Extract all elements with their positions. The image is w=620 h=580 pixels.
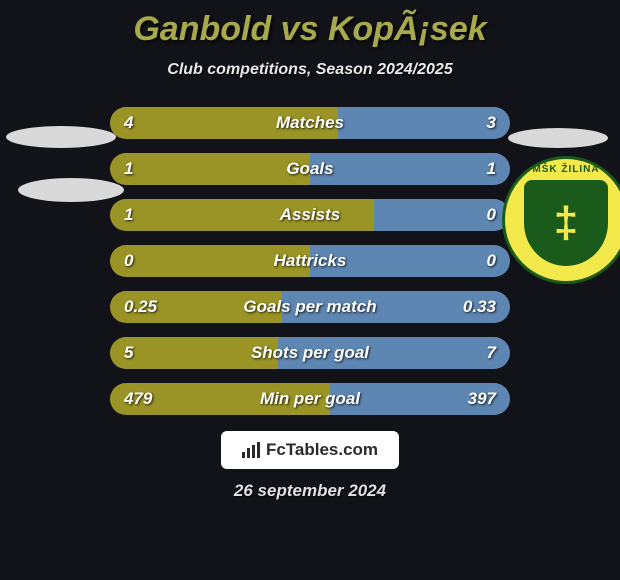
stat-label: Goals <box>110 153 510 185</box>
stat-value-right: 1 <box>487 153 496 185</box>
stat-value-right: 7 <box>487 337 496 369</box>
stat-row: Min per goal479 397 <box>110 383 510 415</box>
date-label: 26 september 2024 <box>0 481 620 501</box>
badge-club-name: MŠK ŽILINA <box>502 164 620 175</box>
badge-shield-icon: ‡ <box>524 180 608 266</box>
stat-value-left: 1 <box>124 199 133 231</box>
stat-value-left: 0.25 <box>124 291 157 323</box>
right-player-ellipse <box>508 128 608 148</box>
subtitle: Club competitions, Season 2024/2025 <box>0 61 620 79</box>
badge-cross-icon: ‡ <box>554 198 578 248</box>
stat-value-right: 397 <box>468 383 496 415</box>
stat-value-right: 3 <box>487 107 496 139</box>
stat-label: Shots per goal <box>110 337 510 369</box>
stat-value-left: 4 <box>124 107 133 139</box>
stat-row: Goals1 1 <box>110 153 510 185</box>
stat-label: Goals per match <box>110 291 510 323</box>
stat-label: Matches <box>110 107 510 139</box>
stat-row: Shots per goal5 7 <box>110 337 510 369</box>
stat-row: Goals per match0.25 0.33 <box>110 291 510 323</box>
stat-value-right: 0 <box>487 245 496 277</box>
left-player-ellipse-2 <box>18 178 124 202</box>
stat-value-right: 0.33 <box>463 291 496 323</box>
stat-value-right: 0 <box>487 199 496 231</box>
stat-label: Assists <box>110 199 510 231</box>
stats-bars: Matches43Goals11Assists10Hattricks00Goal… <box>110 107 510 415</box>
stat-label: Min per goal <box>110 383 510 415</box>
fctables-logo[interactable]: FcTables.com <box>221 431 399 469</box>
stat-value-left: 5 <box>124 337 133 369</box>
stat-label: Hattricks <box>110 245 510 277</box>
stat-row: Matches4 3 <box>110 107 510 139</box>
stat-value-left: 479 <box>124 383 152 415</box>
comparison-card: Ganbold vs KopÃ¡sek Club competitions, S… <box>0 0 620 580</box>
page-title: Ganbold vs KopÃ¡sek <box>0 10 620 49</box>
stat-row: Assists1 0 <box>110 199 510 231</box>
chart-icon <box>242 442 262 458</box>
stat-value-left: 1 <box>124 153 133 185</box>
logo-text: FcTables.com <box>266 440 378 460</box>
stat-value-left: 0 <box>124 245 133 277</box>
stat-row: Hattricks0 0 <box>110 245 510 277</box>
left-player-ellipse-1 <box>6 126 116 148</box>
club-badge-zilina: MŠK ŽILINA ‡ <box>502 156 620 284</box>
